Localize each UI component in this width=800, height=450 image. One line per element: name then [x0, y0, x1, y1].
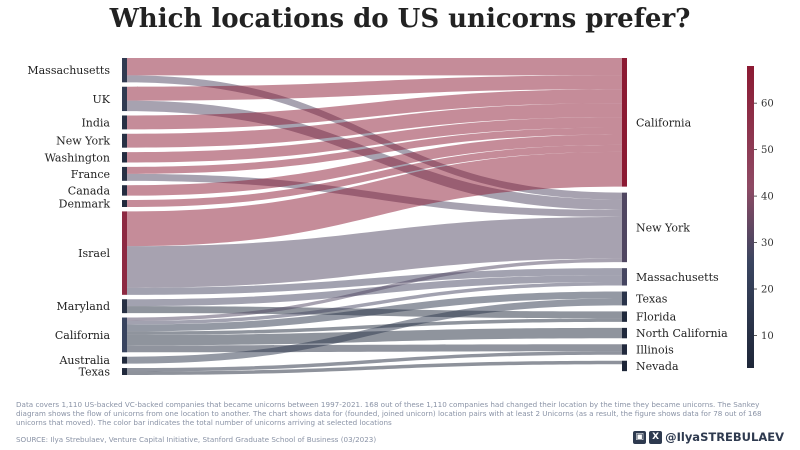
source-node-france[interactable]	[122, 166, 127, 181]
colorbar-tick-label-60: 60	[761, 99, 774, 110]
target-node-florida[interactable]	[622, 311, 627, 322]
link-israel-to-california[interactable]	[127, 151, 622, 247]
source-label-israel: Israel	[78, 247, 110, 260]
x-icon[interactable]: X	[649, 430, 663, 444]
chart-title: Which locations do US unicorns prefer?	[109, 4, 691, 34]
source-node-india[interactable]	[122, 115, 127, 130]
source-node-israel[interactable]	[122, 211, 127, 295]
social-handle: ▣ X @IlyaSTREBULAEV	[633, 430, 784, 444]
link-israel-to-massachusetts[interactable]	[127, 268, 622, 295]
source-label-maryland: Maryland	[57, 300, 111, 313]
source-node-denmark[interactable]	[122, 200, 127, 207]
instagram-icon[interactable]: ▣	[633, 430, 647, 444]
sankey-chart: Massachusetts UK India New York Washington Fr…	[27, 58, 774, 379]
source-nodes: Massachusetts UK India New York Washington Fr…	[27, 58, 127, 379]
link-california-to-north-california[interactable]	[127, 327, 622, 346]
source-label-new-york: New York	[56, 135, 110, 148]
link-california-to-new-york[interactable]	[127, 258, 622, 322]
link-canada-to-california[interactable]	[127, 134, 622, 196]
target-node-nevada[interactable]	[622, 360, 627, 372]
colorbar-tick-label-50: 50	[761, 145, 774, 156]
sankey-links	[127, 58, 622, 375]
source-label-uk: UK	[93, 93, 111, 106]
target-label-nevada: Nevada	[636, 360, 679, 373]
target-label-florida: Florida	[636, 311, 677, 324]
target-nodes: California New York Massachusetts Texas Flor…	[622, 58, 728, 373]
target-label-north-california: North California	[636, 327, 728, 340]
link-new-york-to-california[interactable]	[127, 103, 622, 148]
colorbar-gradient	[747, 66, 754, 368]
link-texas-to-illinois[interactable]	[127, 351, 622, 372]
target-label-new-york: New York	[636, 221, 690, 234]
source-label-massachusetts: Massachusetts	[27, 64, 110, 77]
source-node-maryland[interactable]	[122, 299, 127, 314]
source-node-new-york[interactable]	[122, 133, 127, 148]
colorbar-tick-label-40: 40	[761, 192, 774, 203]
source-node-california[interactable]	[122, 317, 127, 353]
link-california-to-massachusetts[interactable]	[127, 282, 622, 325]
link-california-to-illinois[interactable]	[127, 344, 622, 353]
link-texas-to-nevada[interactable]	[127, 360, 622, 375]
source-label-texas: Texas	[79, 366, 111, 379]
link-israel-to-new-york[interactable]	[127, 216, 622, 288]
target-node-texas[interactable]	[622, 291, 627, 306]
link-australia-to-texas[interactable]	[127, 298, 622, 364]
source-label-denmark: Denmark	[59, 198, 111, 211]
source-node-uk[interactable]	[122, 86, 127, 112]
link-uk-to-california[interactable]	[127, 75, 622, 101]
link-denmark-to-california[interactable]	[127, 144, 622, 207]
target-node-new-york[interactable]	[622, 192, 627, 263]
link-washington-to-california[interactable]	[127, 117, 622, 163]
source-note: SOURCE: Ilya Strebulaev, Venture Capital…	[16, 435, 377, 444]
source-node-washington[interactable]	[122, 152, 127, 163]
target-node-illinois[interactable]	[622, 344, 627, 355]
target-label-massachusetts: Massachusetts	[636, 271, 719, 284]
source-label-canada: Canada	[68, 184, 111, 197]
link-india-to-california[interactable]	[127, 89, 622, 130]
target-node-massachusetts[interactable]	[622, 268, 627, 286]
source-label-australia: Australia	[58, 354, 110, 367]
source-node-australia[interactable]	[122, 356, 127, 364]
source-node-canada[interactable]	[122, 185, 127, 196]
link-france-to-california[interactable]	[127, 127, 622, 174]
handle-text[interactable]: @IlyaSTREBULAEV	[665, 430, 784, 444]
target-label-illinois: Illinois	[636, 344, 674, 357]
source-node-texas[interactable]	[122, 368, 127, 375]
link-uk-to-new-york[interactable]	[127, 100, 622, 211]
colorbar: 10 20 30 40 50 60	[747, 66, 774, 368]
source-label-france: France	[71, 168, 110, 181]
link-california-to-texas[interactable]	[127, 291, 622, 332]
link-massachusetts-to-california[interactable]	[127, 58, 622, 76]
colorbar-tick-label-10: 10	[761, 331, 774, 342]
source-label-washington: Washington	[45, 151, 110, 164]
link-california-to-florida[interactable]	[127, 318, 622, 335]
target-node-california[interactable]	[622, 58, 627, 187]
source-label-india: India	[81, 116, 110, 129]
colorbar-tick-label-30: 30	[761, 238, 774, 249]
target-label-texas: Texas	[636, 292, 668, 305]
target-node-north-california[interactable]	[622, 327, 627, 339]
source-node-massachusetts[interactable]	[122, 58, 127, 83]
target-label-california: California	[636, 116, 692, 129]
colorbar-tick-label-20: 20	[761, 285, 774, 296]
source-label-california: California	[55, 329, 111, 342]
footnote: Data covers 1,110 US-backed VC-backed co…	[16, 400, 762, 427]
